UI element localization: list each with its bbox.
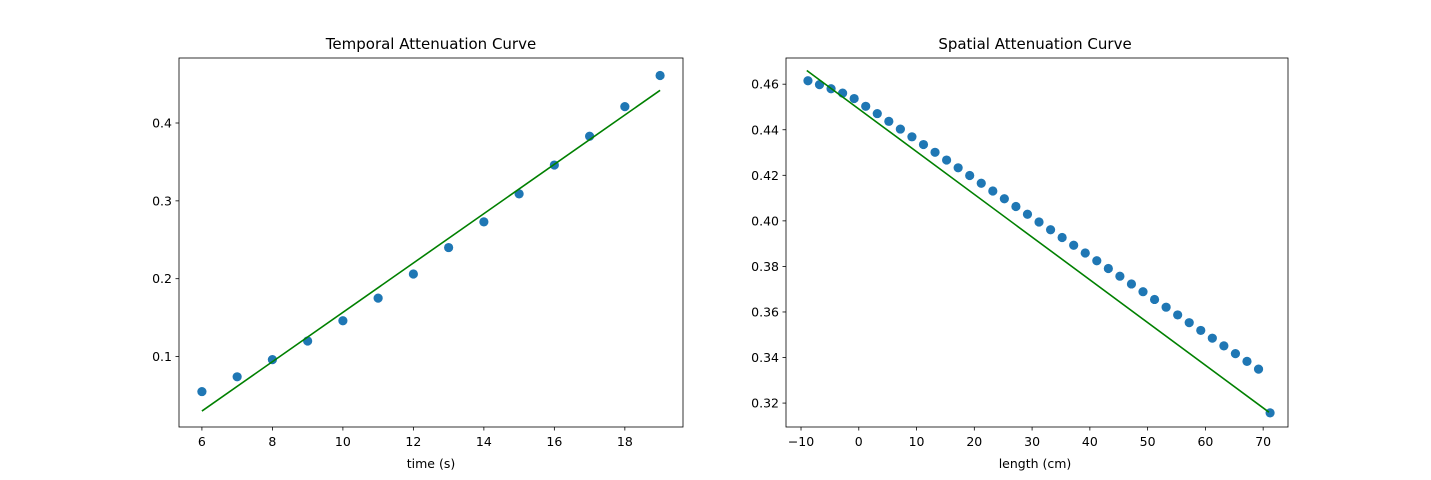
x-tick-label: 70: [1255, 434, 1271, 449]
y-tick-label: 0.32: [751, 396, 779, 411]
x-tick-label: 10: [335, 434, 351, 449]
spatial-attenuation-chart: Spatial Attenuation Curve length (cm) −1…: [751, 35, 1289, 471]
data-point: [976, 178, 986, 188]
y-tick-label: 0.3: [152, 193, 172, 208]
x-tick-label: 8: [268, 434, 276, 449]
data-point: [338, 316, 348, 326]
data-point: [884, 116, 894, 126]
y-tick-label: 0.44: [751, 122, 779, 137]
data-point: [1034, 217, 1044, 227]
data-point: [267, 355, 277, 365]
data-point: [849, 93, 859, 104]
data-point: [953, 163, 963, 173]
data-point: [1069, 240, 1079, 250]
data-point: [1196, 325, 1206, 336]
data-point: [620, 102, 630, 112]
data-point: [1161, 302, 1171, 312]
data-point: [1265, 408, 1275, 418]
x-tick-label: 18: [617, 434, 633, 449]
x-tick-label: 0: [855, 434, 863, 449]
data-point: [965, 170, 975, 181]
x-axis-label-temporal: time (s): [407, 456, 455, 471]
x-tick-label: 30: [1024, 434, 1040, 449]
y-tick-label: 0.1: [152, 349, 172, 364]
data-point: [1080, 248, 1090, 258]
data-point: [861, 101, 871, 111]
data-point: [444, 242, 454, 253]
data-point: [1011, 201, 1021, 212]
chart-title-temporal: Temporal Attenuation Curve: [325, 35, 536, 53]
x-tick-label: 14: [476, 434, 492, 449]
plot-frame-spatial: [785, 57, 1289, 428]
y-tick-label: 0.46: [751, 77, 779, 92]
data-point: [1173, 310, 1183, 320]
data-point: [1045, 225, 1056, 235]
x-tick-label: 60: [1197, 434, 1213, 449]
data-point: [232, 372, 242, 382]
x-tick-label: 10: [909, 434, 925, 449]
data-point: [999, 194, 1009, 204]
data-point: [895, 124, 905, 134]
x-tick-label: 40: [1082, 434, 1098, 449]
data-point: [803, 76, 813, 86]
x-tick-label: 16: [546, 434, 562, 449]
data-point: [1115, 271, 1125, 281]
data-point: [1092, 256, 1102, 266]
x-tick-label: −10: [788, 434, 814, 449]
y-tick-label: 0.34: [751, 350, 779, 365]
plot-frame-temporal: [178, 57, 684, 428]
x-tick-label: 50: [1140, 434, 1156, 449]
y-tick-label: 0.4: [152, 116, 172, 131]
data-point: [1022, 209, 1033, 219]
data-point: [479, 217, 489, 227]
x-tick-label: 6: [198, 434, 206, 449]
data-point: [907, 132, 917, 142]
x-axis-label-spatial: length (cm): [999, 456, 1072, 471]
data-point: [1253, 364, 1264, 374]
data-point: [1207, 333, 1217, 343]
data-point: [197, 386, 207, 397]
data-point: [408, 269, 418, 279]
y-tick-label: 0.2: [152, 271, 172, 286]
y-tick-label: 0.40: [751, 213, 779, 228]
x-tick-label: 12: [405, 434, 421, 449]
x-tick-label: 20: [966, 434, 982, 449]
y-tick-label: 0.42: [751, 168, 779, 183]
data-point: [1126, 279, 1137, 289]
data-point: [941, 155, 952, 165]
y-tick-label: 0.38: [751, 259, 779, 274]
fit-line: [806, 69, 1270, 413]
data-point: [1184, 318, 1194, 328]
data-point: [930, 147, 940, 157]
data-point: [1219, 341, 1229, 351]
data-point: [1057, 232, 1067, 243]
data-point: [373, 293, 383, 303]
data-point: [1149, 294, 1160, 305]
chart-title-spatial: Spatial Attenuation Curve: [938, 35, 1131, 53]
y-tick-label: 0.36: [751, 304, 779, 319]
data-point: [655, 70, 665, 81]
data-point: [918, 139, 929, 150]
data-point: [988, 186, 998, 196]
data-point: [1230, 349, 1241, 359]
data-point: [1103, 263, 1113, 274]
data-point: [1138, 287, 1148, 297]
data-point: [1242, 356, 1252, 366]
data-point: [872, 108, 882, 119]
fit-line: [201, 89, 661, 412]
temporal-attenuation-chart: Temporal Attenuation Curve time (s) 6 8 10…: [152, 35, 684, 471]
